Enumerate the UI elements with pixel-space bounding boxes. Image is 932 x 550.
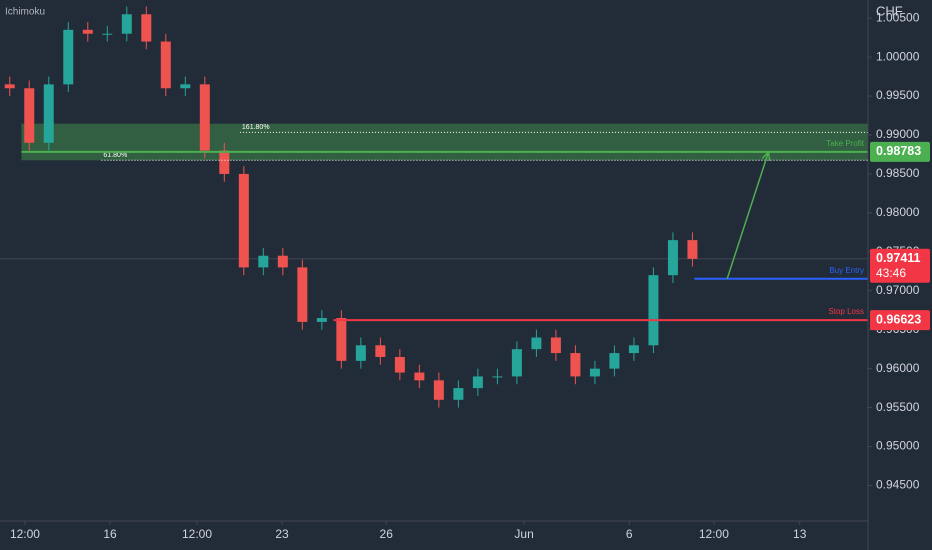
candle-body [277,255,288,268]
candle-body [511,349,522,377]
fib-label: 61.80% [103,152,127,159]
axis-title: CHF [876,3,903,18]
x-tick-label: 12:00 [182,527,212,541]
y-tick-label: 1.00500 [876,10,920,24]
price-label: 0.98783 [876,144,921,158]
y-tick-label: 0.95500 [876,400,920,414]
price-label-box [870,310,930,331]
y-tick-label: 0.97000 [876,283,920,297]
candle-body [394,356,405,373]
candle-body [531,337,542,350]
price-label-box [870,141,930,162]
candle-body [336,318,347,361]
indicator-title: Ichimoku [5,7,45,18]
x-tick-label: 23 [275,527,289,541]
candle-body [570,353,581,377]
fib-label: 161.80% [242,124,270,131]
candle-body [687,240,698,259]
y-tick-label: 0.94500 [876,478,920,492]
candle-body [453,388,464,400]
x-tick-label: 26 [380,527,394,541]
price-label-box [870,248,930,283]
x-tick-label: 6 [626,527,633,541]
candle-body [316,318,327,322]
candle-body [63,29,74,85]
level-label: Buy Entry [829,266,864,275]
candle-body [4,84,15,89]
candle-body [180,84,191,89]
candle-body [589,368,600,377]
candle-body [160,41,171,89]
y-tick-label: 0.99000 [876,127,920,141]
candle-body [550,337,561,354]
candle-body [648,275,659,346]
candle-body [43,84,54,143]
x-tick-label: 13 [793,527,807,541]
candle-body [102,33,113,35]
candle-body [492,376,503,378]
candle-body [433,380,444,400]
level-label: Stop Loss [828,307,864,316]
candle-body [609,353,620,369]
candle-body [667,240,678,276]
candle-body [219,150,230,174]
y-tick-label: 0.96000 [876,361,920,375]
candle-body [375,345,386,357]
candle-body [199,84,210,151]
candle-body [141,14,152,42]
candle-body [628,345,639,354]
x-tick-label: 12:00 [699,527,729,541]
x-tick-label: 16 [103,527,117,541]
target-zone [21,123,869,161]
candle-body [297,267,308,322]
price-label: 0.96623 [876,312,921,326]
candle-body [238,173,249,268]
candle-body [355,345,366,361]
price-countdown: 43:46 [876,266,906,280]
x-tick-label: Jun [514,527,533,541]
candle-body [258,255,269,268]
candle-body [24,88,35,143]
candle-body [472,376,483,389]
y-tick-label: 0.98000 [876,205,920,219]
candle-body [414,372,425,381]
candle-body [82,29,93,34]
y-tick-label: 0.99500 [876,88,920,102]
y-tick-label: 1.00000 [876,49,920,63]
candle-body [121,14,132,34]
level-label: Take Profit [826,139,865,148]
y-tick-label: 0.95000 [876,439,920,453]
arrow [726,151,770,279]
arrow-head [761,150,771,161]
plot-area: 161.80% 61.80% Take Profit Buy Entry Stop Lo… [0,6,869,408]
y-tick-label: 0.98500 [876,166,920,180]
price-label: 0.97411 [876,251,921,265]
x-tick-label: 12:00 [10,527,40,541]
